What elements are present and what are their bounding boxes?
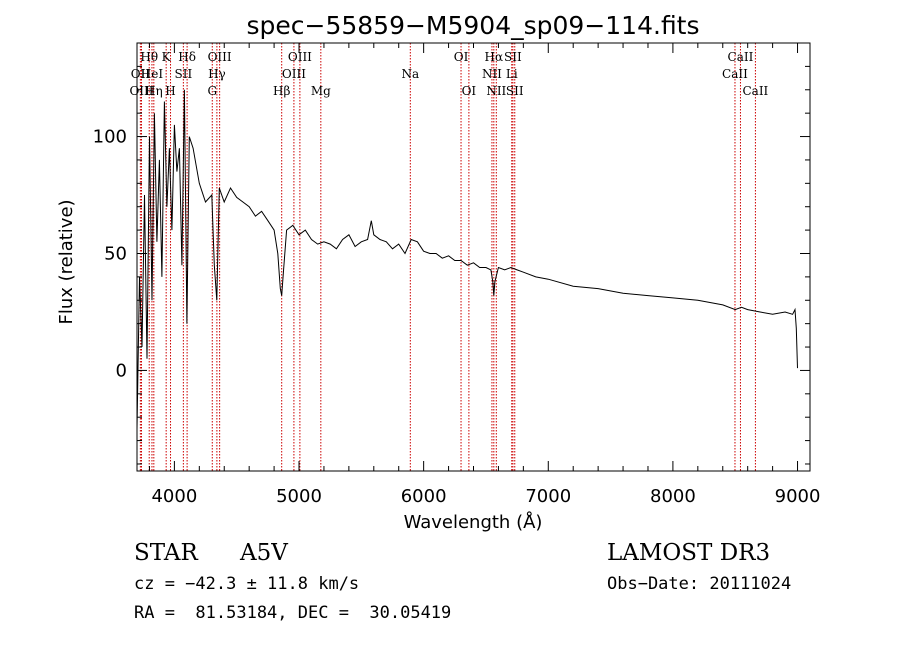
line-label: OIII <box>282 67 306 81</box>
line-label: Mg <box>311 84 331 98</box>
x-tick-label: 5000 <box>276 486 322 507</box>
x-axis: 4000 5000 6000 7000 8000 9000 <box>148 43 821 507</box>
flux-series-line <box>136 89 798 429</box>
line-label: CaII <box>722 67 748 81</box>
line-label: Hβ <box>273 84 290 98</box>
line-label: Hη <box>145 84 163 98</box>
survey-name: LAMOST DR3 <box>607 540 771 566</box>
x-tick-label: 9000 <box>775 486 821 507</box>
line-label: NII <box>486 84 506 98</box>
line-label: Hγ <box>208 67 226 81</box>
y-tick-label: 100 <box>93 127 127 148</box>
line-label: H <box>165 84 175 98</box>
y-axis: 0 50 100 <box>93 65 810 465</box>
line-labels: OIIOIIIHθHeIHηKHSIIHδGHγOIIIHβOIIIOIIIMg… <box>129 50 768 98</box>
line-label: HeI <box>141 67 164 81</box>
line-label: OIII <box>288 50 312 64</box>
subclass: A5V <box>240 540 288 566</box>
redshift-readout: cz = −42.3 ± 11.8 km/s <box>134 574 360 594</box>
line-label: OIII <box>129 84 153 98</box>
obs-date: Obs−Date: 20111024 <box>607 574 792 594</box>
y-tick-label: 50 <box>104 243 127 264</box>
line-label: Li <box>506 67 518 81</box>
x-tick-label: 7000 <box>525 486 571 507</box>
coordinates: RA = 81.53184, DEC = 30.05419 <box>134 603 452 623</box>
chart-title: spec−55859−M5904_sp09−114.fits <box>246 11 699 40</box>
line-label: CaII <box>728 50 754 64</box>
line-label: OI <box>454 50 469 64</box>
x-tick-label: 4000 <box>151 486 197 507</box>
line-label: OII <box>131 67 151 81</box>
x-tick-label: 8000 <box>650 486 696 507</box>
line-label: K <box>162 50 172 64</box>
line-label: Hα <box>485 50 504 64</box>
line-label: G <box>207 84 217 98</box>
line-label: SII <box>175 67 193 81</box>
line-label: Na <box>401 67 419 81</box>
line-markers <box>139 43 756 471</box>
object-class: STAR <box>134 540 198 566</box>
line-label: OIII <box>208 50 232 64</box>
plot-frame <box>136 42 811 472</box>
x-tick-label: 6000 <box>401 486 447 507</box>
line-label: CaII <box>742 84 768 98</box>
y-axis-label: Flux (relative) <box>56 199 77 324</box>
line-label: NII <box>482 67 502 81</box>
line-label: SII <box>504 50 522 64</box>
line-label: Hθ <box>140 50 158 64</box>
y-tick-label: 0 <box>116 360 127 381</box>
line-label: Hδ <box>178 50 196 64</box>
x-axis-label: Wavelength (Å) <box>404 511 543 533</box>
line-label: SII <box>506 84 524 98</box>
line-label: OI <box>462 84 477 98</box>
